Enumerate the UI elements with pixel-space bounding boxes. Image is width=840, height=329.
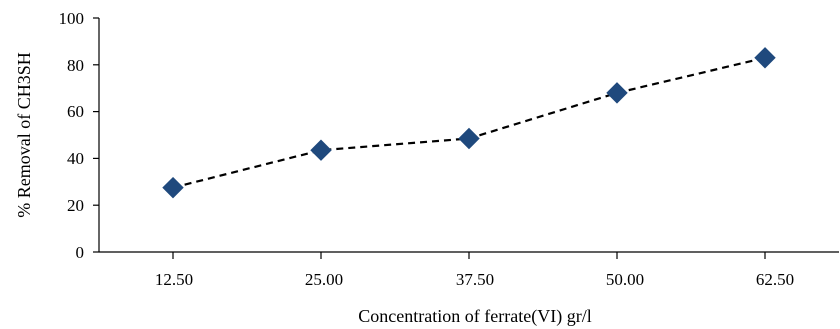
y-tick-labels: 0 20 40 60 80 100 <box>59 9 85 262</box>
y-tick-label: 80 <box>67 56 84 75</box>
axes <box>93 17 839 259</box>
y-tick-label: 20 <box>67 196 84 215</box>
y-tick-label: 60 <box>67 102 84 121</box>
x-axis-title: Concentration of ferrate(VI) gr/l <box>358 306 591 327</box>
data-point <box>310 139 332 161</box>
x-tick-label: 62.50 <box>756 270 794 289</box>
y-tick-label: 0 <box>76 243 85 262</box>
data-point <box>606 82 628 104</box>
data-point <box>162 176 184 199</box>
series-line <box>172 56 766 189</box>
y-axis-title: % Removal of CH3SH <box>14 52 34 218</box>
x-tick-label: 25.00 <box>305 270 343 289</box>
x-tick-label: 37.50 <box>456 270 494 289</box>
x-tick-label: 50.00 <box>606 270 644 289</box>
x-tick-label: 12.50 <box>155 270 193 289</box>
data-point <box>754 47 776 69</box>
data-marks <box>162 47 776 199</box>
y-tick-label: 40 <box>67 149 84 168</box>
x-tick-labels: 12.50 25.00 37.50 50.00 62.50 <box>155 270 794 289</box>
data-point <box>458 127 480 150</box>
y-tick-label: 100 <box>59 9 85 28</box>
